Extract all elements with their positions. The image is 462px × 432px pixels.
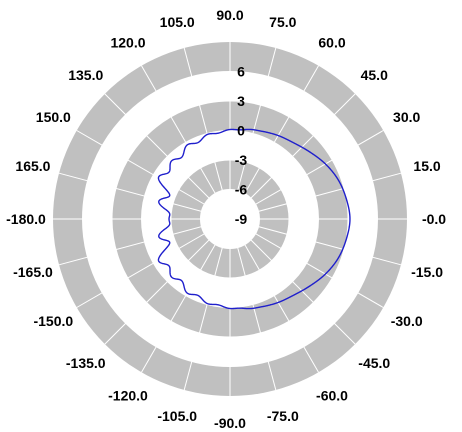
angle-tick-label: -75.0 xyxy=(267,408,299,424)
angle-tick-label: -165.0 xyxy=(13,264,53,280)
angle-tick-label: -150.0 xyxy=(33,313,73,329)
angle-tick-label: -60.0 xyxy=(316,388,348,404)
angle-tick-label: 135.0 xyxy=(68,67,103,83)
angle-tick-label: -105.0 xyxy=(157,408,197,424)
angle-tick-label: 15.0 xyxy=(413,158,440,174)
angle-tick-label: -0.0 xyxy=(422,211,446,227)
angle-tick-label: -15.0 xyxy=(411,264,443,280)
angle-tick-label: 120.0 xyxy=(110,34,145,50)
angle-tick-label: 30.0 xyxy=(393,109,420,125)
radial-tick-label: 3 xyxy=(237,93,245,109)
angle-tick-label: -120.0 xyxy=(108,388,148,404)
angle-tick-label: 90.0 xyxy=(216,7,243,23)
radial-tick-label: -3 xyxy=(235,152,248,168)
radial-tick-label: -6 xyxy=(235,182,248,198)
radial-tick-label: 0 xyxy=(237,123,245,139)
angle-tick-label: -30.0 xyxy=(391,313,423,329)
radial-tick-label: 6 xyxy=(237,64,245,80)
angle-tick-label: -90.0 xyxy=(214,415,246,431)
radial-tick-label: -9 xyxy=(235,211,248,227)
angle-tick-label: -45.0 xyxy=(358,355,390,371)
angle-tick-label: 60.0 xyxy=(318,34,345,50)
angle-tick-label: 105.0 xyxy=(160,14,195,30)
angle-tick-label: 75.0 xyxy=(269,14,296,30)
grid xyxy=(53,42,407,396)
angle-tick-label: 150.0 xyxy=(36,109,71,125)
angle-tick-label: -135.0 xyxy=(66,355,106,371)
angle-tick-label: 165.0 xyxy=(15,158,50,174)
angle-tick-label: -180.0 xyxy=(6,211,46,227)
angle-tick-label: 45.0 xyxy=(361,67,388,83)
